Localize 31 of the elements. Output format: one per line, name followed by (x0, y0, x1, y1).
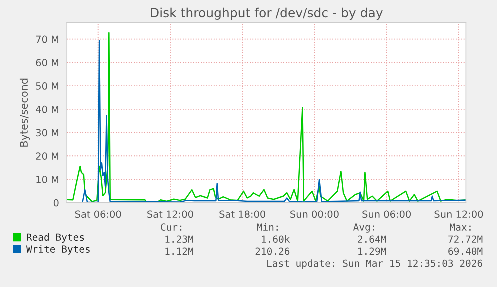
text: 1.12M (166, 248, 194, 255)
text: 1.23M (166, 236, 194, 244)
text: Min: (257, 223, 278, 231)
text: Avg: (353, 224, 374, 233)
legend-label: Read Bytes (27, 234, 84, 243)
text: Last update: Sun Mar 15 12:35:03 2026 (268, 260, 482, 270)
chart-title: Disk throughput for /dev/sdc - by day (151, 8, 383, 20)
y-tick-label: 10 M (36, 176, 59, 184)
y-tick-label: 40 M (36, 106, 59, 114)
text: Cur: (161, 224, 182, 232)
y-tick-label: 50 M (36, 82, 59, 90)
y-tick-label: 0 (54, 199, 59, 207)
y-tick-label: 20 M (36, 152, 59, 160)
x-tick-label: Sat 12:00 (148, 210, 194, 218)
x-tick-label: Sun 00:00 (290, 210, 339, 218)
text: 2.64M (358, 236, 386, 244)
text: Max: (450, 224, 471, 232)
y-tick-label: 60 M (36, 59, 59, 67)
y-axis-title: Bytes/second (20, 78, 30, 147)
text: 1.29M (358, 248, 386, 256)
text: 1.60k (262, 236, 290, 244)
legend-label: Write Bytes (26, 245, 90, 255)
x-tick-label: Sat 06:00 (75, 210, 122, 218)
x-tick-label: Sun 06:00 (362, 210, 412, 218)
text: 210.26 (256, 248, 290, 256)
text: 69.40M (448, 248, 483, 256)
text: 72.72M (448, 236, 483, 243)
x-tick-label: Sat 18:00 (220, 210, 266, 218)
y-tick-label: 30 M (36, 129, 59, 137)
y-tick-label: 70 M (36, 36, 59, 44)
x-tick-label: Sun 12:00 (434, 210, 484, 218)
